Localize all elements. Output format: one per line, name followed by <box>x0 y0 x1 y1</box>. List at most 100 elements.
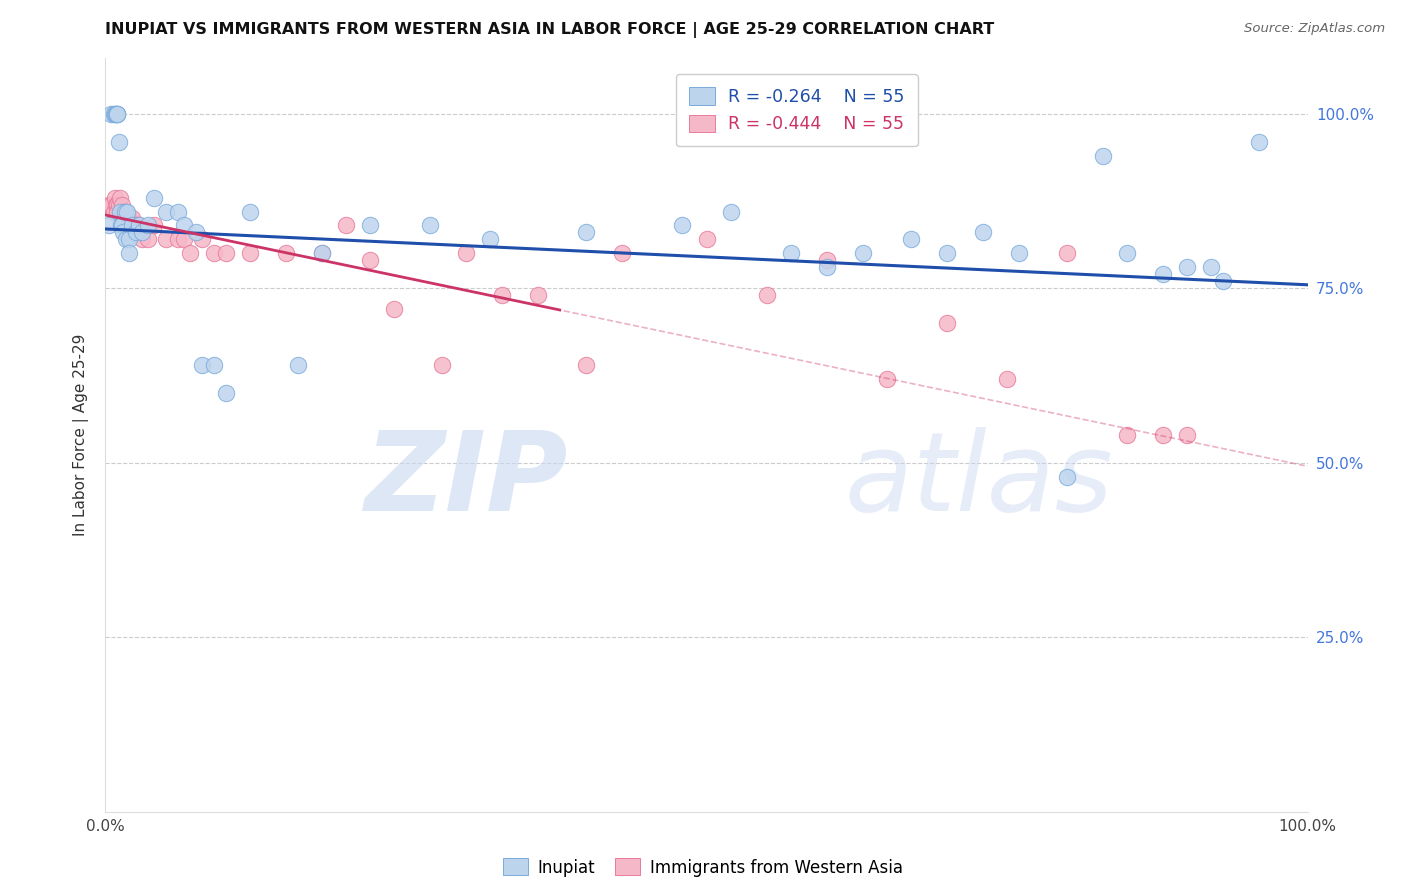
Point <box>128 219 150 233</box>
Point <box>114 204 136 219</box>
Point <box>107 107 129 121</box>
Point <box>136 232 159 246</box>
Point <box>852 246 875 260</box>
Point <box>124 219 146 233</box>
Point <box>155 204 177 219</box>
Point <box>112 211 135 226</box>
Point <box>107 107 129 121</box>
Point <box>110 219 132 233</box>
Point <box>118 211 141 226</box>
Point <box>98 219 121 233</box>
Point <box>124 219 146 233</box>
Point <box>115 204 138 219</box>
Point <box>118 246 141 260</box>
Point <box>131 226 153 240</box>
Point <box>1092 149 1115 163</box>
Point <box>815 253 838 268</box>
Point <box>239 246 262 260</box>
Point <box>575 226 598 240</box>
Point <box>311 246 333 260</box>
Text: ZIP: ZIP <box>364 426 568 533</box>
Text: atlas: atlas <box>845 426 1114 533</box>
Point <box>111 197 134 211</box>
Point <box>214 386 236 401</box>
Point <box>214 246 236 260</box>
Point <box>121 219 143 233</box>
Point <box>972 226 994 240</box>
Point <box>155 232 177 246</box>
Point <box>335 219 357 233</box>
Point <box>131 232 153 246</box>
Legend: Inupiat, Immigrants from Western Asia: Inupiat, Immigrants from Western Asia <box>496 852 910 883</box>
Point <box>671 219 693 233</box>
Point <box>1175 260 1198 275</box>
Point <box>115 211 138 226</box>
Point <box>128 219 150 233</box>
Point <box>166 204 188 219</box>
Point <box>1212 274 1234 288</box>
Point <box>419 219 441 233</box>
Point <box>114 204 136 219</box>
Point <box>110 204 132 219</box>
Point <box>98 197 121 211</box>
Point <box>136 219 159 233</box>
Point <box>1056 246 1078 260</box>
Point <box>103 204 125 219</box>
Point <box>121 211 143 226</box>
Y-axis label: In Labor Force | Age 25-29: In Labor Force | Age 25-29 <box>73 334 90 536</box>
Point <box>104 190 127 204</box>
Point <box>121 219 143 233</box>
Point <box>124 226 146 240</box>
Point <box>190 358 212 372</box>
Point <box>107 197 129 211</box>
Point <box>107 197 129 211</box>
Point <box>142 219 165 233</box>
Point <box>107 135 129 149</box>
Point <box>184 226 207 240</box>
Point <box>166 232 188 246</box>
Point <box>575 358 598 372</box>
Point <box>1152 268 1174 282</box>
Point <box>900 232 922 246</box>
Point <box>430 358 453 372</box>
Point <box>115 204 138 219</box>
Point <box>112 204 135 219</box>
Text: INUPIAT VS IMMIGRANTS FROM WESTERN ASIA IN LABOR FORCE | AGE 25-29 CORRELATION C: INUPIAT VS IMMIGRANTS FROM WESTERN ASIA … <box>105 22 994 38</box>
Point <box>755 288 778 302</box>
Point <box>479 232 502 246</box>
Point <box>202 246 225 260</box>
Point <box>779 246 801 260</box>
Point <box>359 219 381 233</box>
Point <box>202 358 225 372</box>
Point <box>382 302 405 317</box>
Point <box>115 232 138 246</box>
Point <box>995 372 1018 386</box>
Point <box>1249 135 1271 149</box>
Point <box>111 219 134 233</box>
Point <box>720 204 742 219</box>
Point <box>936 316 959 330</box>
Point <box>527 288 550 302</box>
Point <box>108 204 131 219</box>
Point <box>173 232 195 246</box>
Point <box>612 246 634 260</box>
Point <box>1116 428 1139 442</box>
Point <box>1152 428 1174 442</box>
Point <box>173 219 195 233</box>
Point <box>239 204 262 219</box>
Point <box>1201 260 1223 275</box>
Point <box>118 232 141 246</box>
Point <box>179 246 201 260</box>
Text: Source: ZipAtlas.com: Source: ZipAtlas.com <box>1244 22 1385 36</box>
Point <box>876 372 898 386</box>
Point <box>274 246 297 260</box>
Point <box>1008 246 1031 260</box>
Point <box>1116 246 1139 260</box>
Point <box>1175 428 1198 442</box>
Point <box>936 246 959 260</box>
Point <box>311 246 333 260</box>
Point <box>108 190 131 204</box>
Point <box>190 232 212 246</box>
Point <box>359 253 381 268</box>
Point <box>815 260 838 275</box>
